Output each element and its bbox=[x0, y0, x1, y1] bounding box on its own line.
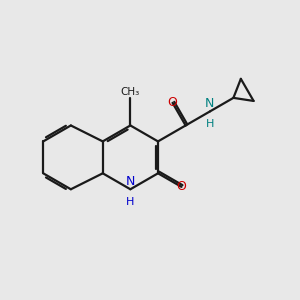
Text: N: N bbox=[126, 175, 135, 188]
Text: H: H bbox=[206, 119, 214, 129]
Text: CH₃: CH₃ bbox=[121, 87, 140, 97]
Text: N: N bbox=[205, 97, 214, 110]
Text: O: O bbox=[168, 96, 178, 109]
Text: O: O bbox=[176, 180, 186, 194]
Text: H: H bbox=[126, 197, 135, 207]
